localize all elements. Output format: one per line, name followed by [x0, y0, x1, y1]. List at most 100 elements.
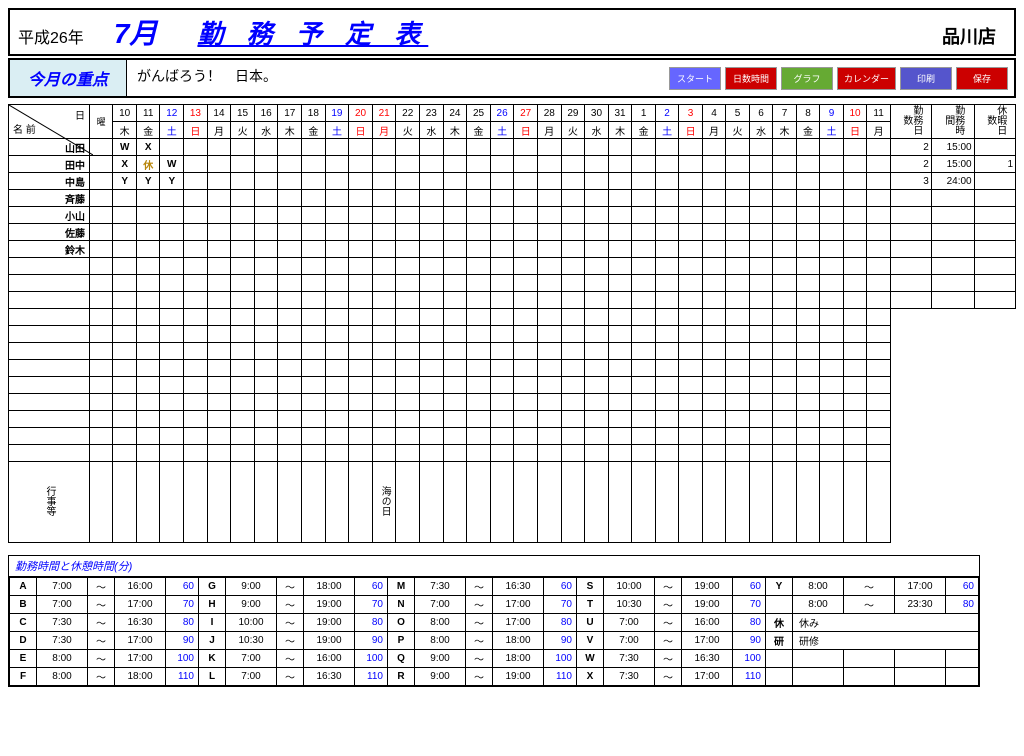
- empty-6-25[interactable]: [702, 360, 725, 377]
- empty-9-24[interactable]: [679, 411, 702, 428]
- cell-4-4[interactable]: [207, 207, 231, 224]
- empty-2-4[interactable]: [207, 292, 231, 309]
- cell-0-10[interactable]: [349, 139, 373, 156]
- cell-2-8[interactable]: [302, 173, 326, 190]
- cell-5-15[interactable]: [467, 224, 491, 241]
- empty-6-1[interactable]: [136, 360, 160, 377]
- cell-2-10[interactable]: [349, 173, 373, 190]
- empty-6-24[interactable]: [679, 360, 702, 377]
- cell-2-26[interactable]: [726, 173, 749, 190]
- empty-7-10[interactable]: [349, 377, 373, 394]
- cell-5-21[interactable]: [608, 224, 632, 241]
- empty-11-23[interactable]: [655, 445, 678, 462]
- empty-2-25[interactable]: [702, 292, 725, 309]
- empty-8-14[interactable]: [443, 394, 467, 411]
- empty-4-27[interactable]: [749, 326, 772, 343]
- empty-9-14[interactable]: [443, 411, 467, 428]
- cell-0-21[interactable]: [608, 139, 632, 156]
- empty-7-29[interactable]: [796, 377, 819, 394]
- cell-6-4[interactable]: [207, 241, 231, 258]
- cell-5-29[interactable]: [796, 224, 819, 241]
- cell-1-14[interactable]: [443, 156, 467, 173]
- empty-4-17[interactable]: [514, 326, 538, 343]
- empty-9-9[interactable]: [325, 411, 349, 428]
- empty-10-26[interactable]: [726, 428, 749, 445]
- cell-0-29[interactable]: [796, 139, 819, 156]
- empty-5-11[interactable]: [372, 343, 396, 360]
- empty-6-6[interactable]: [254, 360, 278, 377]
- cell-1-1[interactable]: 休: [136, 156, 160, 173]
- empty-5-21[interactable]: [608, 343, 632, 360]
- cell-3-15[interactable]: [467, 190, 491, 207]
- cell-1-19[interactable]: [561, 156, 585, 173]
- empty-3-7[interactable]: [278, 309, 302, 326]
- cell-5-30[interactable]: [820, 224, 843, 241]
- empty-3-3[interactable]: [184, 309, 208, 326]
- cell-4-6[interactable]: [254, 207, 278, 224]
- empty-5-16[interactable]: [490, 343, 514, 360]
- empty-7-7[interactable]: [278, 377, 302, 394]
- cell-1-23[interactable]: [655, 156, 678, 173]
- empty-10-9[interactable]: [325, 428, 349, 445]
- empty-7-12[interactable]: [396, 377, 420, 394]
- empty-6-20[interactable]: [585, 360, 609, 377]
- empty-8-21[interactable]: [608, 394, 632, 411]
- empty-2-16[interactable]: [490, 292, 514, 309]
- empty-1-30[interactable]: [820, 275, 843, 292]
- cell-0-15[interactable]: [467, 139, 491, 156]
- empty-2-22[interactable]: [632, 292, 655, 309]
- empty-1-0[interactable]: [113, 275, 137, 292]
- empty-2-1[interactable]: [136, 292, 160, 309]
- empty-5-5[interactable]: [231, 343, 255, 360]
- empty-5-31[interactable]: [843, 343, 867, 360]
- empty-4-6[interactable]: [254, 326, 278, 343]
- empty-0-23[interactable]: [655, 258, 678, 275]
- empty-9-10[interactable]: [349, 411, 373, 428]
- empty-9-19[interactable]: [561, 411, 585, 428]
- cell-2-12[interactable]: [396, 173, 420, 190]
- empty-0-17[interactable]: [514, 258, 538, 275]
- empty-6-10[interactable]: [349, 360, 373, 377]
- empty-5-32[interactable]: [867, 343, 891, 360]
- empty-6-5[interactable]: [231, 360, 255, 377]
- cell-6-10[interactable]: [349, 241, 373, 258]
- cell-1-29[interactable]: [796, 156, 819, 173]
- empty-1-27[interactable]: [749, 275, 772, 292]
- empty-3-17[interactable]: [514, 309, 538, 326]
- empty-8-0[interactable]: [113, 394, 137, 411]
- cell-6-0[interactable]: [113, 241, 137, 258]
- empty-3-8[interactable]: [302, 309, 326, 326]
- empty-5-24[interactable]: [679, 343, 702, 360]
- cell-3-17[interactable]: [514, 190, 538, 207]
- empty-3-6[interactable]: [254, 309, 278, 326]
- cell-0-13[interactable]: [420, 139, 444, 156]
- cell-3-25[interactable]: [702, 190, 725, 207]
- cell-1-20[interactable]: [585, 156, 609, 173]
- empty-10-29[interactable]: [796, 428, 819, 445]
- empty-10-14[interactable]: [443, 428, 467, 445]
- cell-2-15[interactable]: [467, 173, 491, 190]
- empty-6-8[interactable]: [302, 360, 326, 377]
- empty-1-16[interactable]: [490, 275, 514, 292]
- cell-4-27[interactable]: [749, 207, 772, 224]
- cell-6-3[interactable]: [184, 241, 208, 258]
- empty-8-23[interactable]: [655, 394, 678, 411]
- empty-1-28[interactable]: [773, 275, 796, 292]
- cell-0-22[interactable]: [632, 139, 655, 156]
- empty-3-4[interactable]: [207, 309, 231, 326]
- empty-11-29[interactable]: [796, 445, 819, 462]
- cell-5-9[interactable]: [325, 224, 349, 241]
- empty-7-17[interactable]: [514, 377, 538, 394]
- cell-4-18[interactable]: [537, 207, 561, 224]
- cell-3-11[interactable]: [372, 190, 396, 207]
- empty-6-14[interactable]: [443, 360, 467, 377]
- cell-2-9[interactable]: [325, 173, 349, 190]
- cell-6-12[interactable]: [396, 241, 420, 258]
- cell-3-19[interactable]: [561, 190, 585, 207]
- empty-7-14[interactable]: [443, 377, 467, 394]
- empty-11-28[interactable]: [773, 445, 796, 462]
- cell-4-26[interactable]: [726, 207, 749, 224]
- cell-3-4[interactable]: [207, 190, 231, 207]
- empty-9-20[interactable]: [585, 411, 609, 428]
- empty-0-9[interactable]: [325, 258, 349, 275]
